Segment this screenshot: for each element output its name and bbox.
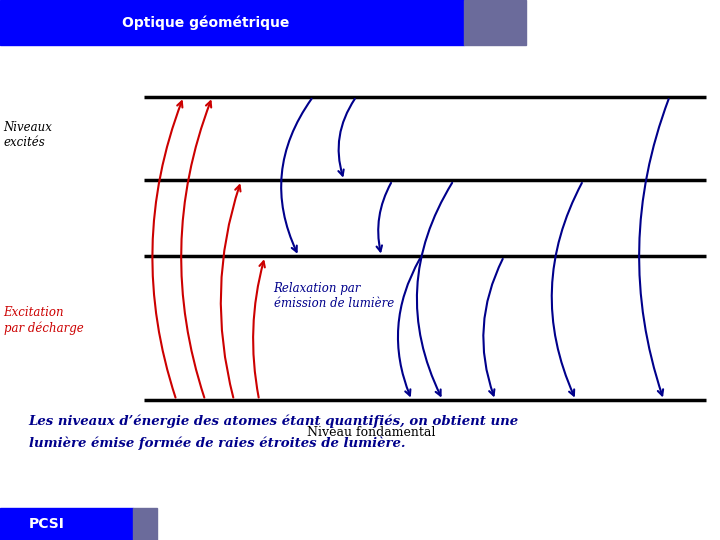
Bar (0, 508, 133, 540)
Text: Niveau fondamental: Niveau fondamental (307, 426, 435, 439)
Text: Niveaux
excités: Niveaux excités (4, 120, 53, 148)
Text: Les niveaux d’énergie des atomes étant quantifiés, on obtient une: Les niveaux d’énergie des atomes étant q… (29, 414, 519, 428)
Text: Optique géométrique: Optique géométrique (122, 16, 289, 30)
Bar (0, 0, 464, 45)
Text: PCSI: PCSI (29, 517, 65, 531)
Bar (464, 0, 526, 45)
Bar (133, 508, 157, 540)
Text: Relaxation par
émission de lumière: Relaxation par émission de lumière (274, 282, 394, 310)
Text: lumière émise formée de raies étroites de lumière.: lumière émise formée de raies étroites d… (29, 436, 405, 450)
Text: Excitation
par décharge: Excitation par décharge (4, 306, 84, 335)
